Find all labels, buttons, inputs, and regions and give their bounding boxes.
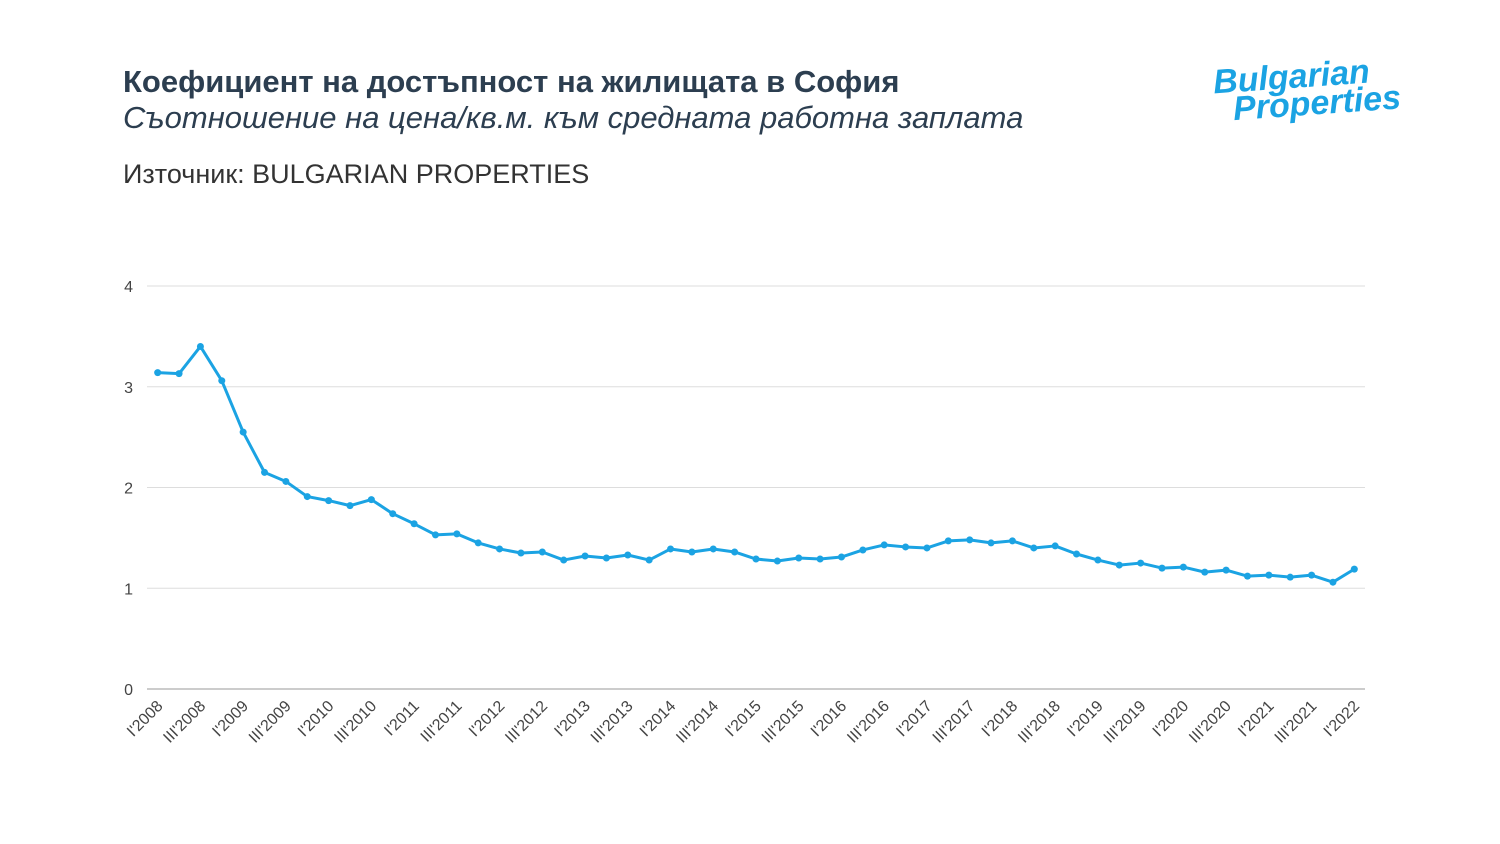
point (1329, 578, 1337, 586)
point (1030, 544, 1038, 552)
point (1265, 571, 1273, 579)
x-tick-label: III'2010 (331, 698, 380, 747)
x-tick-label: III'2009 (246, 698, 295, 747)
point (431, 531, 439, 539)
point (367, 496, 375, 504)
point (816, 555, 824, 563)
point (1008, 537, 1016, 545)
x-tick-label: III'2019 (1101, 698, 1150, 747)
y-tick-label: 0 (124, 682, 133, 699)
point (880, 541, 888, 549)
point (560, 556, 568, 564)
point (709, 545, 717, 553)
point (902, 543, 910, 551)
x-tick-label: III'2012 (502, 698, 551, 747)
x-tick-label: III'2016 (844, 698, 893, 747)
point (923, 544, 931, 552)
point (517, 549, 525, 557)
point (1222, 566, 1230, 574)
point (410, 520, 418, 528)
point (602, 554, 610, 562)
x-tick-label: III'2020 (1186, 698, 1235, 747)
point (667, 545, 675, 553)
point (944, 537, 952, 545)
y-tick-label: 2 (124, 481, 133, 498)
point (154, 369, 162, 377)
point (1286, 573, 1294, 581)
point (1094, 556, 1102, 564)
point (389, 510, 397, 518)
point (453, 530, 461, 538)
point (752, 555, 760, 563)
y-tick-label: 1 (124, 581, 133, 598)
chart-subtitle: Съотношение на цена/кв.м. към средната р… (123, 100, 1023, 135)
point (1201, 568, 1209, 576)
point (731, 548, 739, 556)
point (624, 551, 632, 559)
point (538, 548, 546, 556)
x-tick-label: III'2021 (1272, 698, 1321, 747)
point (859, 546, 867, 554)
point (987, 539, 995, 547)
point (773, 557, 781, 565)
point (1158, 564, 1166, 572)
point (1308, 571, 1316, 579)
x-tick-label: I'2022 (1321, 698, 1364, 741)
point (1073, 550, 1081, 558)
point (1179, 563, 1187, 571)
point (496, 545, 504, 553)
point (1115, 561, 1123, 569)
point (1350, 565, 1358, 573)
x-tick-label: III'2011 (418, 698, 466, 746)
point (474, 539, 482, 547)
point (1051, 542, 1059, 550)
point (688, 548, 696, 556)
line (157, 344, 1356, 584)
point (239, 428, 247, 436)
source: Източник: BULGARIAN PROPERTIES (123, 159, 589, 189)
point (218, 377, 226, 385)
point (837, 553, 845, 561)
y-tick-label: 4 (124, 279, 133, 296)
point (303, 493, 311, 501)
x-tick-label: III'2017 (930, 698, 979, 747)
point (1243, 572, 1251, 580)
point (346, 502, 354, 510)
x-tick-label: I'2011 (381, 698, 423, 740)
x-tick-label: III'2015 (759, 698, 808, 747)
point (196, 342, 204, 350)
x-tick-label: III'2008 (160, 698, 209, 747)
point (1137, 559, 1145, 567)
point (581, 552, 589, 560)
chart-title: Коефициент на достъпност на жилищата в С… (123, 64, 899, 99)
x-tick-label: III'2018 (1015, 698, 1064, 747)
y-tick-label: 3 (124, 380, 133, 397)
point (175, 370, 183, 378)
x-tick-label: III'2013 (588, 698, 637, 747)
logo: Bulgarian Properties (1212, 53, 1402, 129)
point (795, 554, 803, 562)
point (325, 497, 333, 505)
point (282, 477, 290, 485)
point (261, 468, 269, 476)
point (645, 556, 653, 564)
x-tick-label: III'2014 (673, 698, 722, 747)
point (966, 536, 974, 544)
